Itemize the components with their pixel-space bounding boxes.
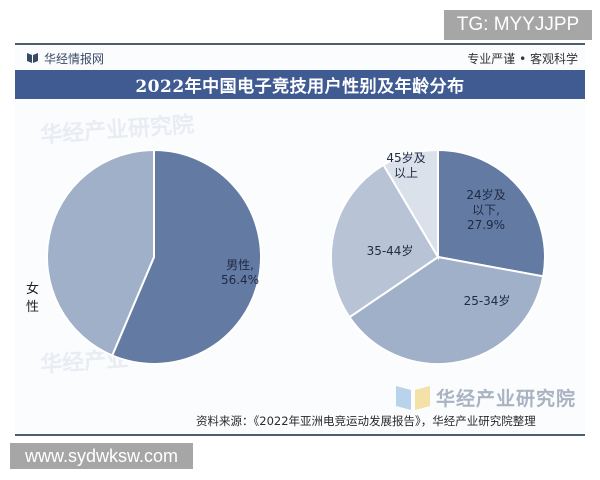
label-age-24-value: 27.9% bbox=[466, 218, 506, 232]
label-female-char1: 女 bbox=[26, 282, 40, 297]
logo-text: 华经产业研究院 bbox=[436, 388, 577, 410]
label-male: 男性, 56.4% bbox=[210, 258, 270, 288]
label-age-25-34: 25-34岁 bbox=[463, 294, 511, 308]
slogan: 专业严谨 • 客观科学 bbox=[467, 51, 578, 66]
slice-age-24-below bbox=[437, 148, 546, 278]
slice-male bbox=[110, 148, 262, 365]
bottom-divider bbox=[15, 434, 585, 436]
url-badge: www.sydwksw.com bbox=[10, 443, 193, 469]
label-age-24-line1: 24岁及 bbox=[466, 188, 506, 202]
source-note: 资料来源：《2022年亚洲电竞运动发展报告》，华经产业研究院整理 bbox=[196, 414, 536, 428]
chart-title: 2022年中国电子竞技用户性别及年龄分布 bbox=[15, 70, 585, 99]
slice-age-35-44 bbox=[329, 163, 440, 319]
label-age-45-line1: 45岁及 bbox=[386, 151, 426, 165]
label-age-45-above: 45岁及 以上 bbox=[378, 151, 434, 181]
label-male-name: 男性, bbox=[226, 258, 254, 272]
book-icon bbox=[27, 53, 38, 63]
top-divider bbox=[15, 43, 585, 45]
label-age-24-line2: 以下, bbox=[472, 203, 500, 217]
brand: 华经情报网 bbox=[27, 48, 104, 68]
label-age-35-44: 35-44岁 bbox=[366, 244, 414, 258]
label-female-char2: 性 bbox=[26, 300, 40, 315]
gender-pie bbox=[45, 148, 262, 365]
slice-female bbox=[45, 148, 155, 357]
slice-age-25-34 bbox=[348, 255, 545, 365]
logo-icon bbox=[396, 386, 430, 410]
tg-badge: TG: MYYJJPP bbox=[444, 10, 592, 40]
institute-logo: 华经产业研究院 bbox=[396, 384, 576, 411]
label-age-45-line2: 以上 bbox=[393, 166, 418, 180]
brand-name: 华经情报网 bbox=[44, 51, 105, 66]
slice-age-45-above bbox=[382, 148, 439, 261]
label-male-value: 56.4% bbox=[220, 273, 260, 287]
label-age-24-below: 24岁及 以下, 27.9% bbox=[456, 188, 516, 233]
label-female: 女 性 bbox=[26, 281, 40, 317]
age-pie bbox=[329, 148, 546, 365]
